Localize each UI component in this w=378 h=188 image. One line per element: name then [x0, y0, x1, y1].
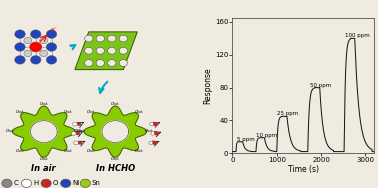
Text: $O_{ads}$: $O_{ads}$: [5, 128, 15, 135]
Circle shape: [108, 60, 116, 66]
Polygon shape: [102, 121, 129, 143]
Circle shape: [80, 179, 90, 187]
Y-axis label: Response: Response: [204, 67, 213, 104]
Circle shape: [29, 42, 42, 52]
Circle shape: [46, 30, 57, 38]
Text: O: O: [53, 180, 58, 186]
Circle shape: [15, 43, 25, 51]
Polygon shape: [31, 121, 57, 143]
Text: Sn: Sn: [92, 180, 101, 186]
Text: $O_{ads}$: $O_{ads}$: [76, 128, 86, 135]
Circle shape: [41, 179, 51, 187]
Circle shape: [150, 122, 154, 126]
Circle shape: [77, 123, 81, 126]
Text: $O_{ads}$: $O_{ads}$: [110, 100, 121, 108]
Text: $O_{ads}$: $O_{ads}$: [110, 156, 121, 163]
Text: 5 ppm: 5 ppm: [237, 137, 255, 142]
Circle shape: [108, 47, 116, 54]
Circle shape: [71, 132, 76, 135]
Circle shape: [78, 141, 82, 144]
Text: $O_{ads}$: $O_{ads}$: [134, 108, 144, 116]
Polygon shape: [75, 32, 137, 70]
Text: $O_{ads}$: $O_{ads}$: [14, 147, 25, 155]
Circle shape: [119, 60, 127, 66]
Text: $O_{ads}$: $O_{ads}$: [73, 128, 83, 135]
Circle shape: [108, 35, 116, 42]
Circle shape: [85, 60, 93, 66]
Circle shape: [151, 132, 155, 135]
Text: $O_{ads}$: $O_{ads}$: [14, 108, 25, 116]
Circle shape: [22, 179, 32, 187]
Text: $O_{ads}$: $O_{ads}$: [144, 128, 155, 135]
Circle shape: [85, 47, 93, 54]
Circle shape: [96, 35, 104, 42]
Text: 10 ppm: 10 ppm: [256, 133, 277, 138]
Text: In HCHO: In HCHO: [96, 164, 135, 173]
Circle shape: [40, 50, 48, 57]
Circle shape: [119, 35, 127, 42]
Circle shape: [2, 179, 12, 187]
Circle shape: [15, 56, 25, 64]
Circle shape: [24, 50, 32, 57]
Text: e⁻: e⁻: [51, 27, 58, 32]
X-axis label: Time (s): Time (s): [288, 165, 319, 174]
Text: In air: In air: [31, 164, 56, 173]
Circle shape: [24, 37, 32, 44]
Text: 100 ppm: 100 ppm: [344, 33, 369, 38]
Circle shape: [31, 30, 41, 38]
Circle shape: [153, 142, 156, 144]
Circle shape: [40, 37, 48, 44]
Circle shape: [96, 60, 104, 66]
Circle shape: [96, 47, 104, 54]
Text: C: C: [13, 180, 18, 186]
Text: H: H: [33, 180, 38, 186]
Text: $O_{ads}$: $O_{ads}$: [39, 156, 49, 163]
Circle shape: [15, 30, 25, 38]
Circle shape: [60, 179, 71, 187]
Text: 50 ppm: 50 ppm: [310, 83, 331, 88]
Circle shape: [149, 141, 153, 145]
Circle shape: [73, 122, 77, 126]
Polygon shape: [12, 106, 75, 157]
Circle shape: [74, 141, 78, 145]
Text: $O_{ads}$: $O_{ads}$: [63, 108, 73, 116]
Text: $O_{ads}$: $O_{ads}$: [134, 147, 144, 155]
Circle shape: [119, 47, 127, 54]
Polygon shape: [84, 106, 147, 157]
Circle shape: [46, 43, 57, 51]
Text: $O_{ads}$: $O_{ads}$: [39, 100, 49, 108]
Circle shape: [154, 123, 157, 125]
Circle shape: [31, 56, 41, 64]
Text: $O_{ads}$: $O_{ads}$: [86, 108, 96, 116]
Circle shape: [85, 35, 93, 42]
Text: $O_{ads}$: $O_{ads}$: [63, 147, 73, 155]
Circle shape: [155, 132, 158, 135]
Circle shape: [46, 56, 57, 64]
Circle shape: [76, 132, 80, 135]
Text: Ni: Ni: [72, 180, 79, 186]
Text: $O_{ads}$: $O_{ads}$: [86, 147, 96, 155]
Text: 25 ppm: 25 ppm: [277, 111, 299, 116]
